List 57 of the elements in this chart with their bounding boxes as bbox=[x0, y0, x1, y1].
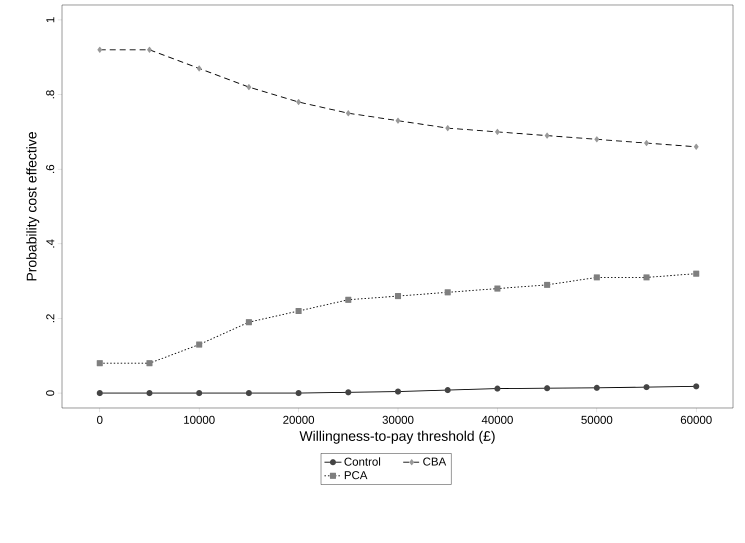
x-tick-label: 10000 bbox=[184, 416, 215, 424]
point bbox=[544, 282, 550, 288]
y-tick-label: 0 bbox=[46, 390, 54, 396]
point bbox=[196, 65, 202, 72]
point bbox=[96, 390, 103, 396]
point bbox=[444, 387, 451, 394]
point bbox=[246, 319, 252, 326]
point bbox=[444, 289, 451, 296]
point bbox=[196, 342, 202, 348]
point bbox=[296, 308, 302, 314]
point bbox=[147, 46, 152, 53]
point bbox=[693, 383, 700, 390]
point bbox=[594, 274, 600, 280]
point bbox=[146, 360, 153, 366]
point bbox=[345, 296, 352, 303]
x-tick-label: 20000 bbox=[283, 416, 314, 424]
point bbox=[394, 293, 402, 300]
point bbox=[345, 389, 352, 396]
point bbox=[544, 385, 550, 392]
y-tick-label: .6 bbox=[46, 164, 54, 173]
x-tick-label: 50000 bbox=[581, 416, 612, 424]
point bbox=[196, 390, 202, 396]
point bbox=[495, 128, 500, 135]
x-tick-label: 0 bbox=[97, 416, 103, 424]
point bbox=[693, 270, 700, 277]
x-tick-label: 40000 bbox=[482, 416, 513, 424]
legend-label: CBA bbox=[423, 457, 446, 466]
point bbox=[146, 390, 153, 396]
point bbox=[643, 274, 650, 280]
point bbox=[296, 390, 302, 396]
y-tick-label: .4 bbox=[46, 239, 54, 248]
point bbox=[594, 136, 600, 142]
point bbox=[396, 118, 400, 124]
point bbox=[494, 286, 500, 292]
x-tick-label: 60000 bbox=[680, 416, 712, 424]
point bbox=[296, 98, 301, 106]
x-axis-title: Willingness-to-pay threshold (£) bbox=[300, 430, 495, 444]
point bbox=[544, 132, 550, 139]
point bbox=[246, 390, 252, 396]
point bbox=[96, 360, 103, 366]
point bbox=[346, 110, 351, 116]
y-tick-label: .8 bbox=[46, 90, 54, 98]
y-tick-label: .2 bbox=[46, 314, 54, 322]
x-tick-label: 30000 bbox=[382, 416, 414, 424]
point bbox=[644, 140, 649, 146]
point bbox=[494, 386, 500, 392]
y-axis-title: Probability cost effective bbox=[26, 132, 40, 280]
point bbox=[643, 384, 650, 390]
y-tick-label: 1 bbox=[46, 17, 54, 22]
legend-label: Control bbox=[344, 457, 380, 466]
point bbox=[694, 144, 699, 150]
point bbox=[594, 384, 600, 391]
point bbox=[394, 388, 402, 395]
legend-label: PCA bbox=[344, 471, 368, 480]
point bbox=[97, 46, 102, 53]
point bbox=[246, 84, 252, 90]
point bbox=[445, 125, 450, 132]
